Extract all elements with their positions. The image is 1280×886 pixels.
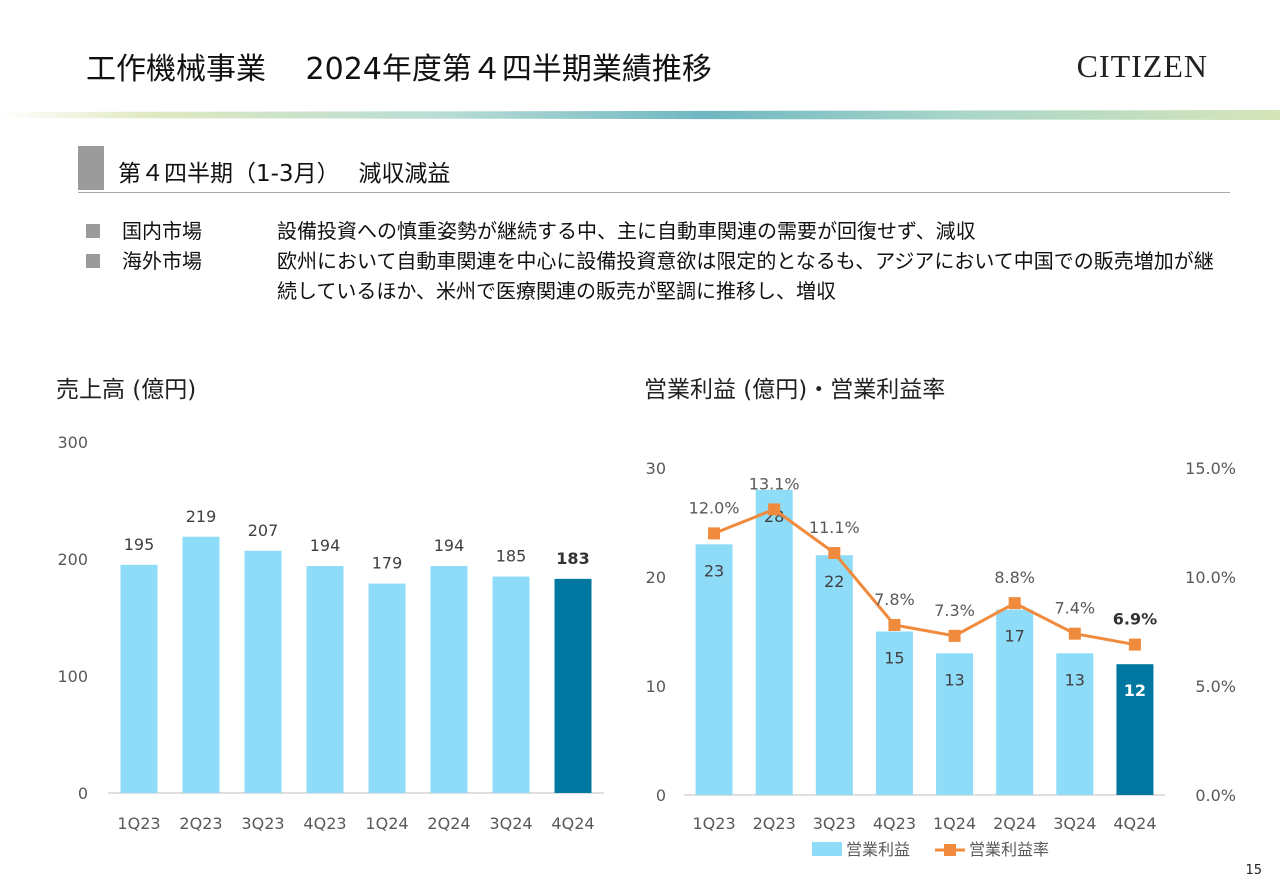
- page-title: 工作機械事業 2024年度第４四半期業績推移: [86, 52, 712, 87]
- profit-margin-marker: [1008, 597, 1021, 610]
- citizen-logo: CITIZEN: [1076, 48, 1208, 84]
- profit-bar-label: 22: [824, 572, 844, 591]
- bullet-text: 欧州において自動車関連を中心に設備投資意欲は限定的となるも、アジアにおいて中国で…: [277, 249, 1214, 303]
- sales-data-label: 183: [556, 549, 589, 568]
- bullet-square-icon: [86, 254, 100, 268]
- sales-bar: [120, 564, 158, 793]
- profit-margin-marker: [828, 547, 841, 560]
- sales-data-label: 185: [496, 547, 527, 566]
- profit-margin-label: 7.8%: [874, 590, 915, 609]
- sales-x-tick-label: 4Q24: [551, 814, 594, 833]
- sales-x-tick-label: 3Q23: [241, 814, 284, 833]
- profit-margin-label: 7.4%: [1054, 599, 1095, 618]
- profit-bar: [815, 555, 853, 795]
- sales-x-tick-label: 1Q24: [365, 814, 408, 833]
- profit-x-tick-label: 3Q23: [813, 814, 856, 833]
- profit-bar-label: 12: [1124, 681, 1146, 700]
- decorative-band: [0, 110, 1280, 120]
- list-item: 国内市場 設備投資への慎重姿勢が継続する中、主に自動車関連の需要が回復せず、減収: [86, 216, 1227, 246]
- sales-data-label: 194: [310, 536, 341, 555]
- profit-x-tick-label: 4Q23: [873, 814, 916, 833]
- bullet-square-icon: [86, 224, 100, 238]
- profit-margin-label: 7.3%: [934, 601, 975, 620]
- profit-margin-marker: [1068, 627, 1081, 640]
- profit-bar-label: 13: [944, 670, 964, 689]
- profit-margin-label: 11.1%: [809, 518, 860, 537]
- list-item: 海外市場 欧州において自動車関連を中心に設備投資意欲は限定的となるも、アジアにお…: [86, 246, 1227, 306]
- page-number: 15: [1245, 863, 1262, 878]
- section-marker: [78, 146, 104, 190]
- profit-margin-label: 12.0%: [689, 498, 740, 517]
- profit-bar-label: 13: [1065, 670, 1085, 689]
- profit-x-tick-label: 4Q24: [1113, 814, 1156, 833]
- sales-x-tick-label: 2Q24: [427, 814, 470, 833]
- profit-bar-label: 15: [884, 649, 904, 668]
- section-heading: 第４四半期（1-3月） 減収減益: [78, 146, 1230, 193]
- sales-data-label: 219: [186, 507, 217, 526]
- profit-x-tick-label: 3Q24: [1053, 814, 1096, 833]
- profit-left-y-tick-label: 30: [646, 459, 666, 478]
- profit-bar: [936, 653, 974, 795]
- sales-chart-title: 売上高 (億円): [56, 377, 197, 403]
- profit-x-tick-label: 2Q24: [993, 814, 1036, 833]
- profit-bar: [695, 544, 733, 795]
- profit-margin-marker: [708, 527, 721, 540]
- profit-margin-marker: [948, 629, 961, 642]
- profit-left-y-tick-label: 20: [646, 568, 666, 587]
- sales-y-tick-label: 300: [57, 433, 88, 452]
- legend-bar-label: 営業利益: [846, 840, 910, 859]
- legend-line-label: 営業利益率: [969, 840, 1049, 859]
- sales-bar: [554, 578, 592, 793]
- profit-left-y-tick-label: 10: [646, 677, 666, 696]
- sales-bar: [430, 566, 468, 793]
- profit-margin-label: 13.1%: [749, 474, 800, 493]
- bullet-list: 国内市場 設備投資への慎重姿勢が継続する中、主に自動車関連の需要が回復せず、減収…: [86, 216, 1227, 306]
- bullet-label: 海外市場: [122, 249, 202, 273]
- legend-bar-swatch: [812, 842, 842, 856]
- profit-bar: [1116, 664, 1154, 795]
- sales-data-label: 195: [124, 535, 155, 554]
- profit-right-y-tick-label: 5.0%: [1195, 677, 1236, 696]
- profit-chart-title: 営業利益 (億円)・営業利益率: [644, 377, 946, 403]
- profit-bar: [1056, 653, 1094, 795]
- sales-x-tick-label: 2Q23: [179, 814, 222, 833]
- sales-bar: [368, 583, 406, 793]
- profit-bar-label: 23: [704, 561, 724, 580]
- sales-bar: [306, 566, 344, 793]
- profit-left-y-tick-label: 0: [656, 786, 666, 805]
- profit-x-tick-label: 1Q23: [692, 814, 735, 833]
- sales-x-tick-label: 4Q23: [303, 814, 346, 833]
- profit-bar-label: 17: [1005, 627, 1025, 646]
- bullet-label: 国内市場: [122, 219, 202, 243]
- sales-bar: [244, 550, 282, 793]
- sales-data-label: 207: [248, 521, 279, 540]
- profit-bar: [996, 609, 1034, 795]
- profit-margin-marker: [888, 618, 901, 631]
- profit-margin-marker: [768, 503, 781, 516]
- profit-right-y-tick-label: 15.0%: [1185, 459, 1236, 478]
- sales-y-tick-label: 0: [78, 784, 88, 803]
- legend-line-marker: [944, 844, 956, 856]
- sales-bar: [182, 536, 220, 793]
- sales-bar: [492, 576, 530, 793]
- profit-right-y-tick-label: 10.0%: [1185, 568, 1236, 587]
- sales-x-tick-label: 3Q24: [489, 814, 532, 833]
- profit-margin-label: 8.8%: [994, 568, 1035, 587]
- profit-x-tick-label: 2Q23: [753, 814, 796, 833]
- profit-margin-marker: [1128, 638, 1141, 651]
- profit-bar: [875, 631, 913, 795]
- profit-margin-line: [713, 507, 1136, 647]
- sales-x-tick-label: 1Q23: [117, 814, 160, 833]
- profit-right-y-tick-label: 0.0%: [1195, 786, 1236, 805]
- sales-y-tick-label: 100: [57, 667, 88, 686]
- sales-data-label: 179: [372, 554, 403, 573]
- profit-bar: [755, 489, 793, 795]
- sales-data-label: 194: [434, 536, 465, 555]
- section-heading-text: 第４四半期（1-3月） 減収減益: [118, 161, 451, 187]
- sales-y-tick-label: 200: [57, 550, 88, 569]
- profit-x-tick-label: 1Q24: [933, 814, 976, 833]
- bullet-text: 設備投資への慎重姿勢が継続する中、主に自動車関連の需要が回復せず、減収: [277, 219, 976, 243]
- profit-margin-label: 6.9%: [1113, 610, 1157, 629]
